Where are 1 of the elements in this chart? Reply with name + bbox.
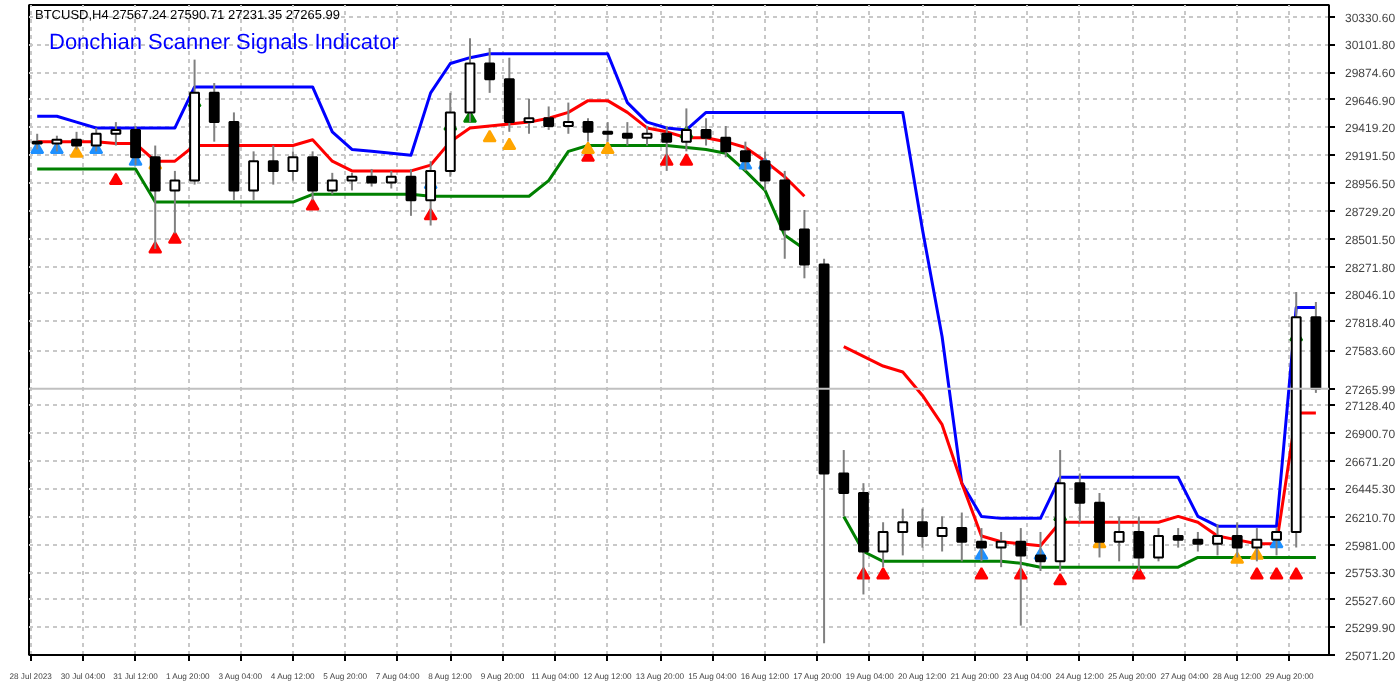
text: Donchian Scanner Signals Indicator — [49, 31, 400, 55]
